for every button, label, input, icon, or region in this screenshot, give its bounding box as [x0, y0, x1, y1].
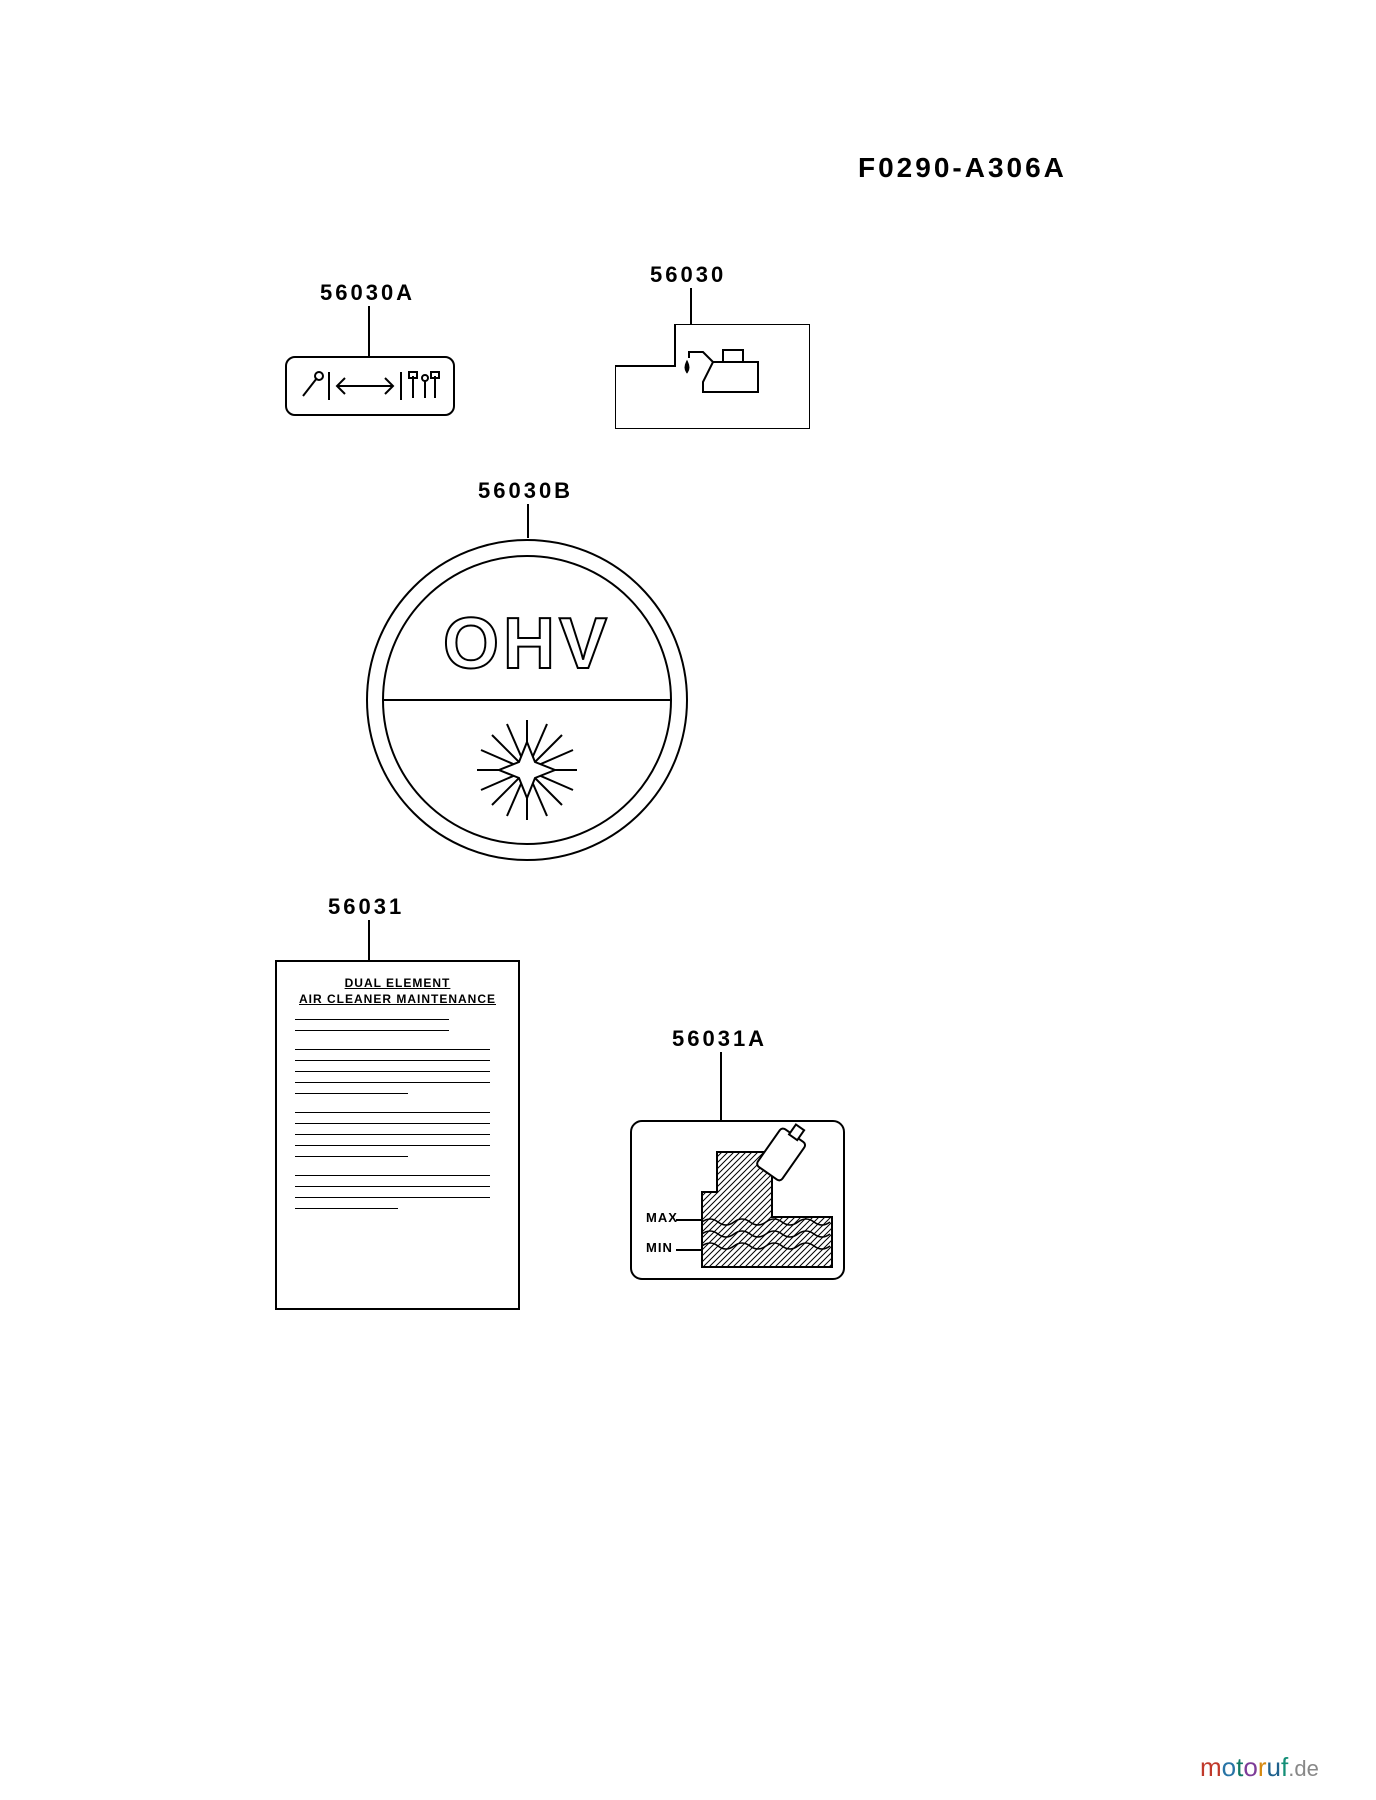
callout-line-56030A [368, 306, 370, 356]
throttle-icon [295, 366, 445, 406]
part-number-56030A: 56030A [320, 280, 415, 306]
callout-line-56031 [368, 920, 370, 960]
ohv-badge: OHV [365, 538, 689, 862]
maintenance-text-line [295, 1156, 408, 1157]
ohv-text: OHV [443, 604, 611, 684]
maintenance-text-line [295, 1049, 490, 1050]
maintenance-text-line [295, 1060, 490, 1061]
label-maintenance: DUAL ELEMENT AIR CLEANER MAINTENANCE [275, 960, 520, 1310]
label-oil [615, 324, 810, 429]
maintenance-text-line [295, 1030, 449, 1031]
ohv-badge-svg: OHV [365, 538, 689, 862]
maintenance-text-line [295, 1071, 490, 1072]
oil-min-label: MIN [646, 1240, 673, 1255]
watermark: motoruf.de [1200, 1752, 1319, 1783]
maintenance-text-line [295, 1041, 500, 1049]
maintenance-text-line [295, 1197, 490, 1198]
oil-max-label: MAX [646, 1210, 678, 1225]
starburst-icon [477, 720, 577, 820]
callout-line-56031A [720, 1052, 722, 1120]
maintenance-text-line [295, 1145, 490, 1146]
oil-level-svg [632, 1122, 847, 1282]
maintenance-text-line [295, 1175, 490, 1176]
maintenance-title: DUAL ELEMENT AIR CLEANER MAINTENANCE [295, 976, 500, 1007]
label-throttle [285, 356, 455, 416]
part-number-56030B: 56030B [478, 478, 573, 504]
maintenance-text-line [295, 1134, 490, 1135]
part-number-56030: 56030 [650, 262, 726, 288]
maintenance-text-line [295, 1123, 490, 1124]
maintenance-text-line [295, 1112, 490, 1113]
oil-label-svg [615, 324, 810, 429]
maintenance-text-line [295, 1093, 408, 1094]
maintenance-text-line [295, 1186, 490, 1187]
maintenance-text-line [295, 1208, 398, 1209]
maintenance-text-line [295, 1082, 490, 1083]
part-number-56031A: 56031A [672, 1026, 767, 1052]
label-oil-level: MAX MIN [630, 1120, 845, 1280]
model-code: F0290-A306A [858, 152, 1067, 184]
part-number-56031: 56031 [328, 894, 404, 920]
page-root: F0290-A306A 56030A [0, 0, 1376, 1800]
callout-line-56030B [527, 504, 529, 538]
maintenance-text-line [295, 1167, 500, 1175]
maintenance-body-lines [295, 1019, 500, 1209]
maintenance-text-line [295, 1104, 500, 1112]
maintenance-text-line [295, 1019, 449, 1020]
callout-line-56030 [690, 288, 692, 324]
